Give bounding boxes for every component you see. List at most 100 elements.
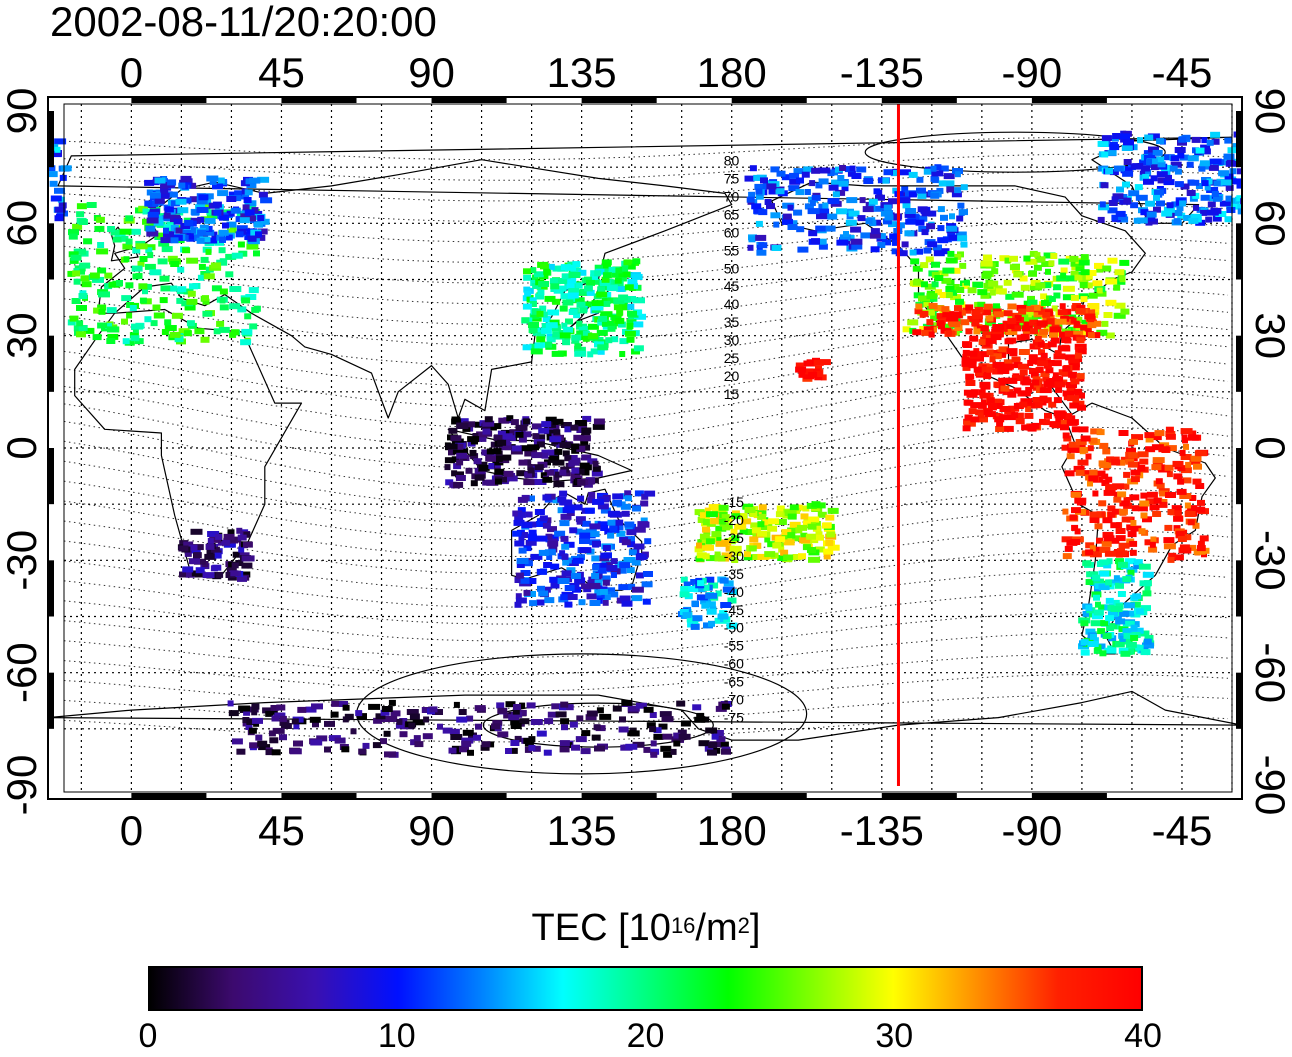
tec-cell [154,177,166,184]
tec-cell [776,505,785,512]
tec-cell [823,553,831,560]
tec-cell [768,188,780,195]
tec-cell [1086,309,1096,316]
tec-cell [807,523,817,530]
tec-cell [1146,491,1158,498]
tec-cell [189,544,198,551]
tec-cell [79,248,87,255]
tec-cell [719,577,729,584]
tec-cell [1025,386,1033,393]
tec-cell [991,268,999,275]
tec-cell [1076,499,1086,506]
tec-cell [1130,525,1142,532]
tec-cell [1070,317,1077,324]
tec-cell [998,346,1009,353]
tec-cell [1179,544,1190,551]
tec-cell [795,366,807,373]
tec-cell [1197,499,1205,506]
tec-cell [240,339,252,346]
tec-cell [631,586,644,593]
tec-cell [1194,450,1207,457]
tec-cell [912,265,923,272]
tec-cell [1055,386,1063,393]
tec-cell [1150,175,1158,182]
tec-cell [576,320,583,327]
tec-cell [1013,271,1023,278]
tec-cell [578,599,586,606]
tec-cell [627,303,635,310]
tec-cell [1121,145,1133,151]
tec-cell [774,519,787,525]
tec-cell [707,749,717,756]
magnetic-latitude-label: 15 [724,386,740,402]
tec-cell [253,305,261,312]
tec-cell [1074,528,1081,535]
tec-cell [692,615,703,622]
tec-cell [587,323,599,330]
tec-cell [232,551,243,558]
tec-cell [316,735,328,742]
x-tick-label-bottom: 180 [697,807,767,854]
tec-cell [1115,558,1124,565]
tec-cell [119,228,132,235]
tec-cell [788,185,800,192]
tec-cell [1094,644,1102,651]
tec-cell [967,287,977,294]
tec-cell [1013,387,1022,394]
tec-cell [935,289,942,296]
tec-cell [870,246,880,253]
tec-cell [1110,522,1121,529]
tec-cell [801,171,810,178]
tec-cell [145,225,156,232]
magnetic-latitude-label: 50 [724,260,740,276]
tec-cell [152,304,161,311]
tec-cell [714,535,722,541]
tec-cell [209,178,217,185]
tec-cell [1076,447,1089,453]
tec-cell [591,470,603,477]
tec-cell [592,564,600,571]
tec-cell [355,710,363,717]
tec-cell [132,247,141,254]
tec-cell [413,735,421,742]
tec-cell [207,531,220,537]
tec-cell [819,359,831,366]
tec-cell [255,734,263,741]
tec-cell [528,529,537,536]
tec-cell [658,723,668,730]
tec-cell [839,234,851,241]
tec-cell [986,366,993,373]
tec-cell [1036,256,1046,263]
tec-cell [577,479,586,486]
tec-cell [1089,511,1102,518]
tec-cell [231,252,243,259]
tec-cell [514,540,525,547]
tec-cell [1103,489,1116,496]
tec-cell [914,308,923,315]
tec-cell [456,459,464,466]
tec-cell [977,301,986,308]
tec-cell [764,199,772,205]
tec-cell [480,744,490,751]
tec-cell [983,409,993,416]
tec-cell [980,369,992,376]
tec-cell [559,305,568,312]
magnetic-latitude-label: -45 [724,602,744,618]
tec-cell [626,319,637,326]
tec-cell [816,213,828,220]
tec-cell [236,748,246,755]
tec-cell [516,562,525,568]
tec-cell [1070,378,1080,385]
tec-cell [553,481,565,488]
tec-cell [1031,315,1038,322]
tec-cell [249,323,258,330]
tec-cell [597,521,608,528]
tec-cell [1063,394,1070,401]
tec-cell [203,273,215,280]
tec-cell [478,435,487,442]
tec-cell [1104,647,1117,654]
tec-cell [545,341,552,348]
tec-cell [517,496,528,503]
tec-cell [603,587,616,594]
tec-cell [248,287,259,294]
